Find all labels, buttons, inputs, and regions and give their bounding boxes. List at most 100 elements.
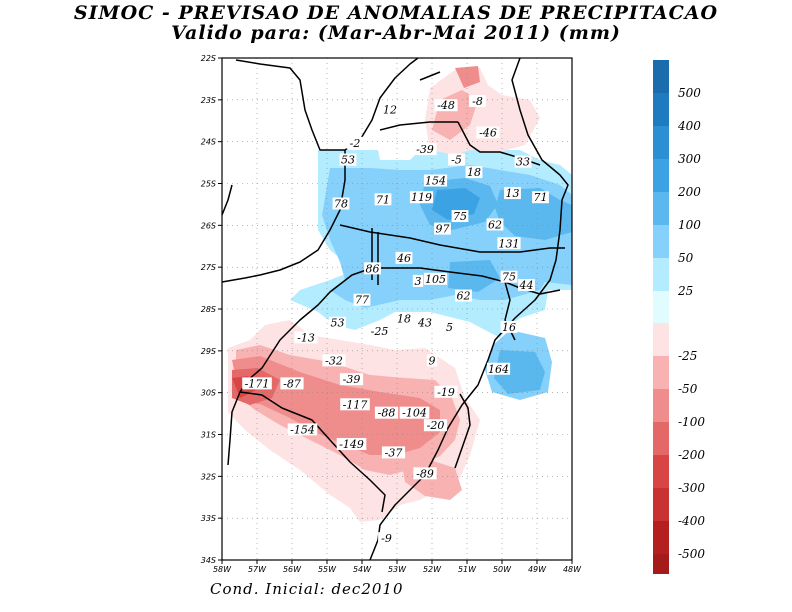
value-label: 43 [417, 317, 432, 330]
colorbar-segment [653, 521, 669, 554]
value-label-bg [448, 153, 465, 166]
value-label-bg [434, 99, 458, 112]
value-label: 13 [506, 187, 520, 200]
value-label-bg [455, 289, 472, 302]
value-label: 78 [334, 198, 348, 211]
value-label-bg [395, 251, 413, 264]
lon-tick-label: 55W [318, 565, 337, 574]
value-label: -32 [325, 354, 343, 367]
colorbar-segment [653, 488, 669, 521]
colorbar-label: 400 [677, 119, 701, 133]
value-label-bg [340, 398, 370, 411]
value-label: 5 [446, 321, 453, 334]
value-label: 18 [467, 166, 481, 179]
lon-tick-label: 50W [493, 565, 512, 574]
colorbar-segment [653, 422, 669, 455]
colorbar-bottom-segment [653, 554, 669, 574]
value-label: 71 [376, 193, 390, 206]
value-label: -46 [479, 126, 497, 139]
value-label-bg [287, 423, 318, 436]
colorbar-label: 300 [678, 152, 701, 166]
lat-tick-label: 22S [201, 54, 216, 63]
value-label-bg [434, 385, 458, 398]
value-label-bg [374, 193, 392, 206]
value-label-bg [280, 377, 304, 390]
value-label-bg [518, 279, 535, 292]
value-label: 154 [425, 175, 446, 188]
value-label: 53 [341, 154, 355, 167]
initial-condition-label: Cond. Inicial: dec2010 [210, 580, 404, 598]
colorbar-segment [653, 291, 669, 324]
lon-tick-label: 52W [423, 565, 442, 574]
lon-tick-label: 54W [353, 565, 372, 574]
value-label: -5 [451, 154, 462, 167]
colorbar-top-segment [653, 60, 669, 93]
lat-tick-label: 29S [201, 347, 216, 356]
value-label-bg [367, 325, 392, 338]
value-label-bg [465, 166, 483, 179]
colorbar-label: -100 [678, 415, 705, 429]
value-label-bg [364, 262, 381, 275]
value-label: -149 [339, 438, 364, 451]
lon-tick-label: 58W [213, 565, 232, 574]
value-label-bg [486, 362, 511, 375]
colorbar-segment [653, 192, 669, 225]
lat-tick-label: 26S [201, 221, 216, 230]
value-label-bg [423, 419, 448, 432]
value-label-bg [416, 316, 434, 329]
colorbar-segment [653, 323, 669, 356]
value-label: 44 [519, 279, 534, 292]
value-label-bg [532, 191, 549, 204]
value-label-bg [434, 222, 451, 235]
value-label: -8 [472, 95, 483, 108]
value-label-bg [444, 320, 455, 333]
value-label: 86 [366, 262, 380, 275]
colorbar-segment [653, 389, 669, 422]
colorbar-segment [653, 159, 669, 192]
lat-tick-label: 25S [201, 180, 216, 189]
colorbar-label: -500 [678, 547, 705, 561]
colorbar-segment [653, 455, 669, 488]
lon-tick-label: 57W [248, 565, 267, 574]
value-label-bg [500, 270, 518, 283]
value-label: 105 [425, 273, 446, 286]
value-label: -171 [245, 377, 270, 390]
lon-tick-label: 53W [388, 565, 407, 574]
lat-tick-label: 28S [201, 305, 216, 314]
value-label-bg [486, 218, 504, 231]
value-label-bg [497, 237, 521, 250]
colorbar-segment [653, 258, 669, 291]
lat-tick-label: 33S [201, 514, 216, 523]
value-label-bg [294, 331, 318, 344]
value-label-bg [426, 354, 438, 367]
colorbar-segment [653, 126, 669, 159]
value-label-bg [514, 155, 532, 168]
value-label-bg [242, 377, 272, 390]
value-label: 62 [457, 290, 471, 303]
colorbar-label: 50 [678, 251, 694, 265]
map-ticks: 22S23S24S25S26S27S28S29S30S31S32S33S34S5… [201, 54, 582, 574]
value-label-bg [374, 406, 399, 419]
colorbar-label: 500 [678, 86, 701, 100]
value-label: -9 [381, 532, 392, 545]
value-label: 16 [502, 321, 516, 334]
value-label-bg [329, 316, 346, 329]
colorbar-label: 100 [678, 218, 701, 232]
value-label: 3 [415, 275, 422, 288]
lat-tick-label: 23S [201, 96, 216, 105]
value-label: 53 [331, 317, 345, 330]
lon-tick-label: 48W [563, 565, 582, 574]
value-label: -20 [427, 419, 445, 432]
lat-tick-label: 24S [201, 138, 216, 147]
value-label-bg [413, 143, 437, 156]
value-label: 97 [436, 223, 450, 236]
value-label-bg [339, 153, 357, 166]
colorbar-label: -400 [678, 514, 705, 528]
value-label: 71 [534, 191, 548, 204]
value-label: -37 [385, 446, 403, 459]
colorbar-segment [653, 93, 669, 126]
value-label-bg [504, 187, 521, 200]
colorbar: 500 400 300 200 100 50 25 -25 -50 -100 -200 -300 -40… [653, 60, 705, 574]
lon-tick-label: 49W [528, 565, 547, 574]
value-label: -2 [350, 137, 361, 150]
